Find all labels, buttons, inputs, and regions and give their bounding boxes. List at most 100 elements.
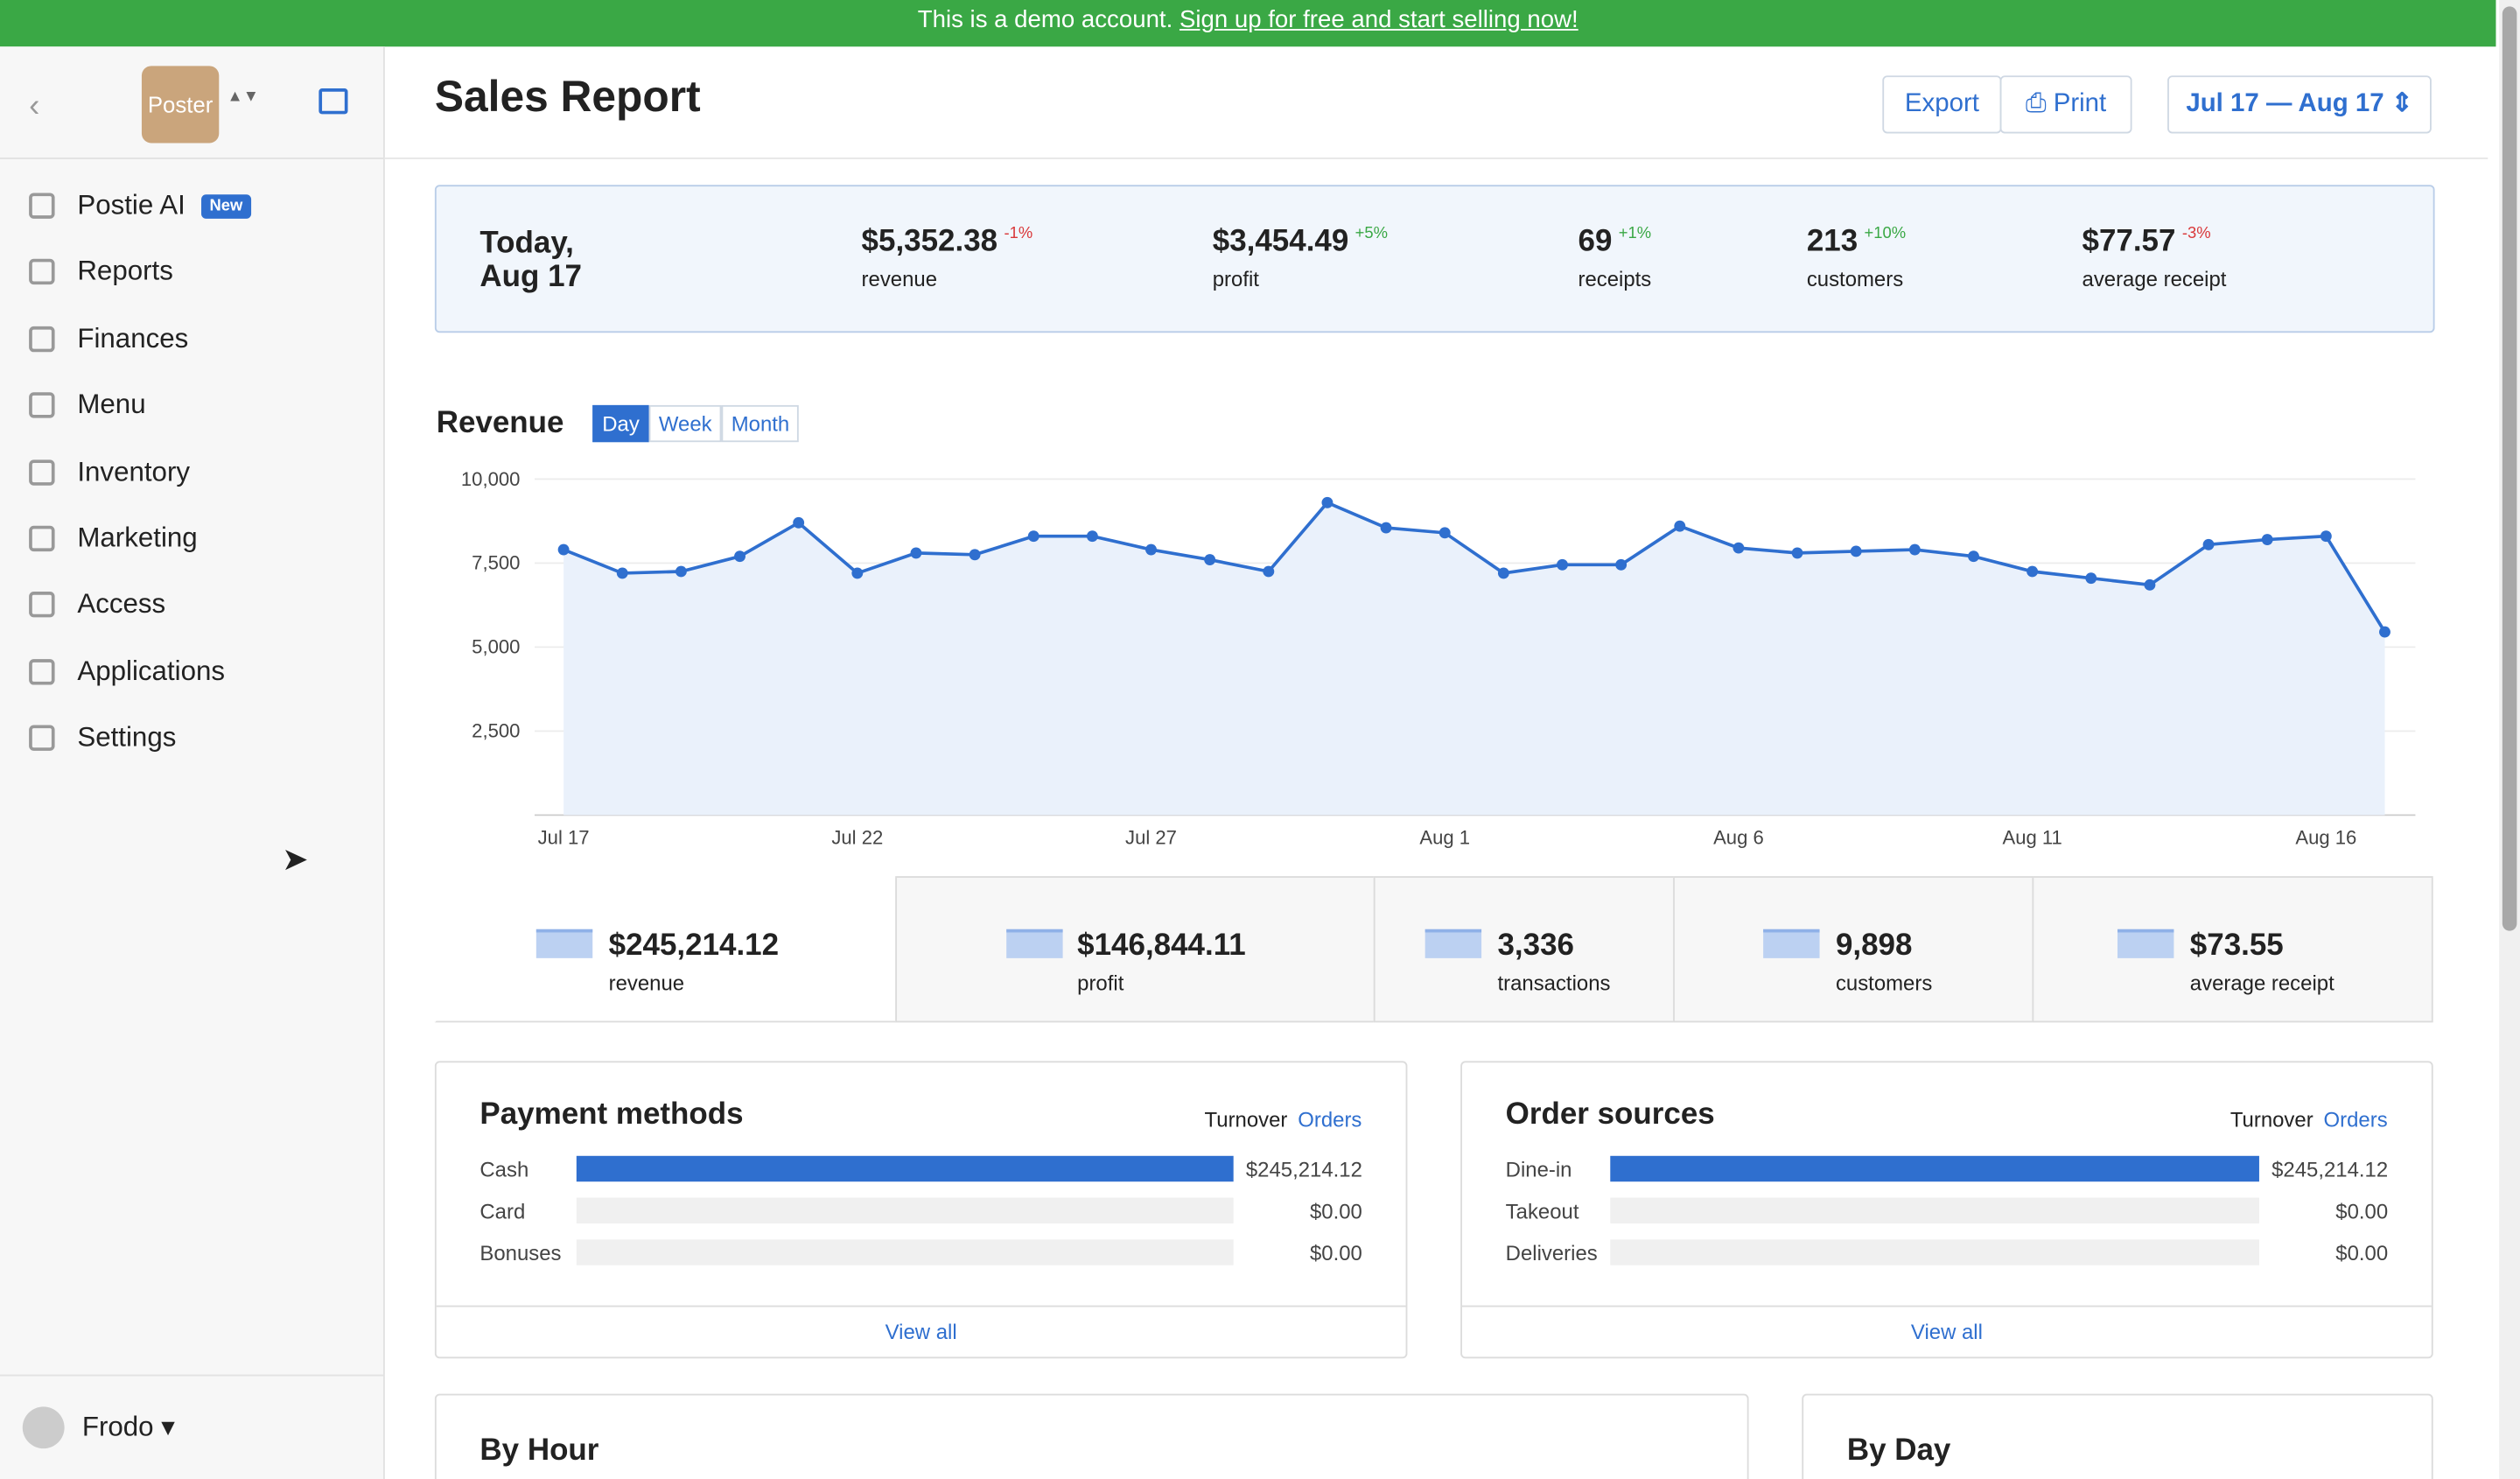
y-tick-label: 5,000 xyxy=(472,636,520,658)
point xyxy=(1732,542,1745,554)
date-range[interactable]: Jul 17 — Aug 17 ⇕ xyxy=(2167,75,2432,134)
nav-item[interactable]: Settings xyxy=(29,722,176,754)
nav-item[interactable]: Access xyxy=(29,589,165,621)
nav-icon[interactable] xyxy=(29,725,55,752)
nav-icon[interactable] xyxy=(29,459,55,486)
row-amount: $0.00 xyxy=(1309,1199,1362,1223)
point xyxy=(2379,626,2390,638)
row-amount: $0.00 xyxy=(1309,1241,1362,1265)
row-amount: $245,214.12 xyxy=(1245,1157,1362,1182)
point xyxy=(616,567,628,579)
orders-tab[interactable]: Orders xyxy=(2323,1107,2388,1132)
sparkline xyxy=(1763,929,1820,958)
nav-label[interactable]: Inventory xyxy=(77,455,191,487)
nav-label[interactable]: Finances xyxy=(77,322,189,354)
stat: $3,454.49 +5% profit xyxy=(1213,225,1388,291)
card-divider xyxy=(436,1305,1406,1307)
logo[interactable]: Poster xyxy=(141,66,220,144)
total-tile[interactable]: $245,214.12 revenue xyxy=(434,876,898,1023)
sidebar: ‹ Poster ▲▼ Postie AI New Reports Finances M… xyxy=(0,46,385,1479)
bar xyxy=(1610,1155,2259,1182)
nav-item[interactable]: Menu xyxy=(29,389,146,422)
bar-track xyxy=(576,1239,1234,1265)
export-button[interactable]: Export xyxy=(1882,75,2002,134)
nav-item[interactable]: Inventory xyxy=(29,456,190,488)
scrollbar[interactable] xyxy=(2499,0,2520,1479)
nav-label[interactable]: Access xyxy=(77,589,166,620)
point xyxy=(1204,554,1216,565)
nav-icon[interactable] xyxy=(29,658,55,685)
bar-track xyxy=(576,1197,1234,1223)
total-tile[interactable]: 3,336 transactions xyxy=(1373,876,1675,1023)
nav-item[interactable]: Finances xyxy=(29,323,188,355)
row-name: Takeout xyxy=(1505,1199,1579,1223)
nav-label[interactable]: Reports xyxy=(77,256,173,287)
print-button[interactable]: ⎙ Print xyxy=(1999,75,2132,134)
total-value: 9,898 xyxy=(1835,929,1913,964)
total-tile[interactable]: $146,844.11 profit xyxy=(895,876,1376,1023)
avatar[interactable] xyxy=(22,1406,65,1449)
today-line2: Aug 17 xyxy=(480,260,583,295)
nav-label[interactable]: Marketing xyxy=(77,522,198,553)
nav-label[interactable]: Settings xyxy=(77,722,177,754)
stat-value: $3,454.49 xyxy=(1212,225,1349,259)
period-tab[interactable]: Day xyxy=(592,404,649,443)
nav-item[interactable]: Postie AI New xyxy=(29,189,251,222)
y-tick-label: 7,500 xyxy=(472,552,520,574)
user-name[interactable]: Frodo xyxy=(81,1411,154,1442)
point xyxy=(557,543,570,556)
date-range-label[interactable]: Jul 17 — Aug 17 xyxy=(2186,89,2384,118)
logo-switch[interactable]: ▲▼ xyxy=(227,88,259,107)
signup-link[interactable]: Sign up for free and start selling now! xyxy=(1179,6,1578,34)
store-icon[interactable] xyxy=(318,88,348,115)
nav-label[interactable]: Menu xyxy=(77,389,146,420)
point xyxy=(910,547,922,559)
period-tabs: Day Week Month xyxy=(592,404,800,443)
point xyxy=(734,550,746,563)
orders-tab[interactable]: Orders xyxy=(1298,1107,1362,1132)
point xyxy=(2026,565,2039,578)
nav-icon[interactable] xyxy=(29,193,55,219)
row-amount: $0.00 xyxy=(2335,1241,2389,1265)
user-menu[interactable]: Frodo ▾ xyxy=(81,1411,176,1442)
turnover-tab[interactable]: Turnover xyxy=(2230,1107,2314,1132)
stat-label: receipts xyxy=(1578,266,1652,291)
period-tab[interactable]: Month xyxy=(721,404,800,443)
total-tile[interactable]: $73.55 average receipt xyxy=(2032,876,2433,1023)
point xyxy=(1674,520,1686,532)
turnover-tab[interactable]: Turnover xyxy=(1204,1107,1288,1132)
point xyxy=(2320,530,2332,543)
stat-value: $5,352.38 xyxy=(861,225,998,259)
point xyxy=(1145,543,1157,556)
stat-value: 69 xyxy=(1578,225,1613,259)
x-tick-label: Jul 27 xyxy=(1125,826,1177,848)
total-tile[interactable]: 9,898 customers xyxy=(1673,876,2034,1023)
nav-icon[interactable] xyxy=(29,525,55,552)
period-tab[interactable]: Week xyxy=(648,404,722,443)
back-button[interactable]: ‹ xyxy=(29,88,40,124)
x-tick-label: Jul 17 xyxy=(538,826,590,848)
line xyxy=(563,501,2387,634)
nav-icon[interactable] xyxy=(29,326,55,352)
nav-item[interactable]: Applications xyxy=(29,655,225,688)
nav-label[interactable]: Postie AI xyxy=(77,189,186,221)
x-tick-label: Jul 22 xyxy=(831,826,883,848)
banner-text: This is a demo account. xyxy=(917,6,1173,34)
nav-label[interactable]: Applications xyxy=(77,655,226,687)
nav-icon[interactable] xyxy=(29,592,55,619)
total-label: customers xyxy=(1835,971,1933,996)
stat-value: $77.57 xyxy=(2082,225,2176,259)
stat: 69 +1% receipts xyxy=(1578,225,1651,291)
view-all-link[interactable]: View all xyxy=(1910,1320,1983,1344)
stat-change: -1% xyxy=(1004,225,1033,243)
stat-label: customers xyxy=(1806,266,1904,291)
card-title: By Day xyxy=(1846,1433,1951,1468)
nav-icon[interactable] xyxy=(29,259,55,285)
print-label[interactable]: Print xyxy=(2053,89,2107,118)
cursor: ➤ xyxy=(282,842,309,879)
nav-item[interactable]: Marketing xyxy=(29,522,198,555)
stat-change: +5% xyxy=(1354,225,1389,243)
view-all-link[interactable]: View all xyxy=(885,1320,957,1344)
nav-icon[interactable] xyxy=(29,392,55,418)
nav-item[interactable]: Reports xyxy=(29,256,173,289)
